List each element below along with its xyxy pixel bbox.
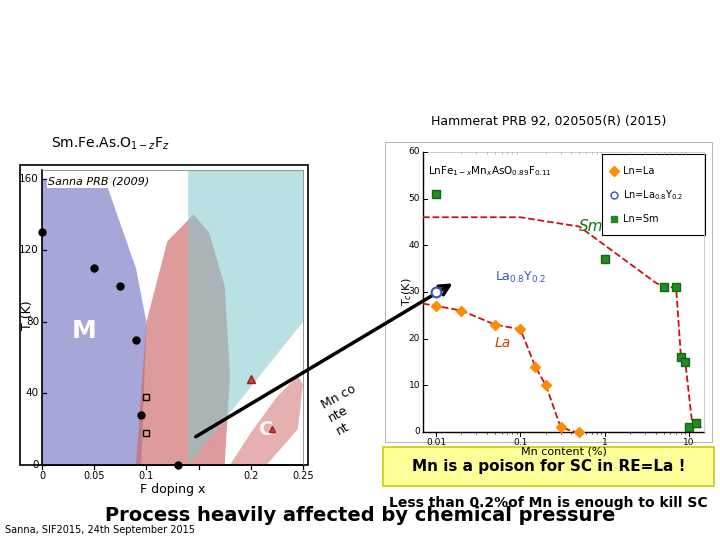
Text: Process heavily affected by chemical pressure: Process heavily affected by chemical pre…	[105, 507, 615, 525]
Text: 40: 40	[26, 388, 39, 399]
Text: La: La	[495, 336, 511, 350]
FancyBboxPatch shape	[602, 154, 705, 235]
Text: 0.1: 0.1	[139, 471, 154, 481]
Text: 160: 160	[19, 174, 39, 184]
Text: 0.05: 0.05	[84, 471, 105, 481]
Text: Ln=La$_{0.8}$Y$_{0.2}$: Ln=La$_{0.8}$Y$_{0.2}$	[623, 188, 683, 202]
FancyBboxPatch shape	[383, 447, 714, 486]
Text: F doping x: F doping x	[140, 483, 205, 496]
Text: 0.01: 0.01	[426, 438, 446, 447]
Text: Hammerat PRB 92, 020505(R) (2015): Hammerat PRB 92, 020505(R) (2015)	[431, 115, 666, 128]
Text: 1: 1	[602, 438, 608, 447]
Text: Mn co
nte
nt: Mn co nte nt	[319, 382, 372, 438]
Polygon shape	[42, 179, 146, 465]
Text: Ln=Sm: Ln=Sm	[623, 214, 658, 224]
Text: 10: 10	[683, 438, 695, 447]
Text: Ln=La: Ln=La	[623, 166, 654, 176]
Text: T$_c$(K): T$_c$(K)	[400, 278, 414, 306]
Text: 40: 40	[409, 241, 420, 250]
Text: 30: 30	[408, 287, 420, 296]
Text: 120: 120	[19, 245, 39, 255]
Text: optimally: optimally	[268, 19, 422, 47]
Text: Sm.Fe.As.O$_{1-z}$F$_z$: Sm.Fe.As.O$_{1-z}$F$_z$	[50, 136, 169, 152]
Text: Sanna PRB (2009): Sanna PRB (2009)	[48, 177, 149, 187]
Text: LnFe$_{1-x}$Mn$_x$AsO$_{0.89}$F$_{0.11}$: LnFe$_{1-x}$Mn$_x$AsO$_{0.89}$F$_{0.11}$	[428, 164, 552, 178]
Text: 0.1: 0.1	[513, 438, 528, 447]
Text: 60: 60	[408, 147, 420, 157]
Text: Less than 0.2%of Mn is enough to kill SC: Less than 0.2%of Mn is enough to kill SC	[390, 496, 708, 510]
Text: 0: 0	[39, 471, 45, 481]
Text: Sm: Sm	[580, 219, 604, 234]
Text: 0.25: 0.25	[292, 471, 314, 481]
Polygon shape	[188, 170, 303, 465]
Text: Mn content (%): Mn content (%)	[521, 447, 606, 457]
Text: C: C	[259, 420, 274, 438]
Text: 0.2: 0.2	[243, 471, 258, 481]
Text: Mn is a poison for SC in RE=La !: Mn is a poison for SC in RE=La !	[412, 459, 685, 474]
Polygon shape	[136, 214, 230, 465]
FancyBboxPatch shape	[385, 142, 712, 442]
Text: 50: 50	[408, 194, 420, 203]
FancyBboxPatch shape	[20, 165, 308, 465]
Text: La$_{0.8}$Y$_{0.2}$: La$_{0.8}$Y$_{0.2}$	[495, 271, 546, 286]
Text: T (K): T (K)	[20, 300, 34, 330]
Text: 20: 20	[409, 334, 420, 343]
Polygon shape	[230, 375, 303, 465]
Text: Sanna, SIF2015, 24th September 2015: Sanna, SIF2015, 24th September 2015	[5, 525, 195, 535]
Text: 80: 80	[26, 317, 39, 327]
Text: 10: 10	[408, 381, 420, 390]
Text: 0: 0	[32, 460, 39, 470]
Text: F-doped RE1111: F-doped RE1111	[368, 19, 645, 47]
Text: M: M	[71, 319, 96, 343]
Text: Fe/Mn substitution in: Fe/Mn substitution in	[22, 19, 382, 47]
Text: 0: 0	[414, 428, 420, 436]
